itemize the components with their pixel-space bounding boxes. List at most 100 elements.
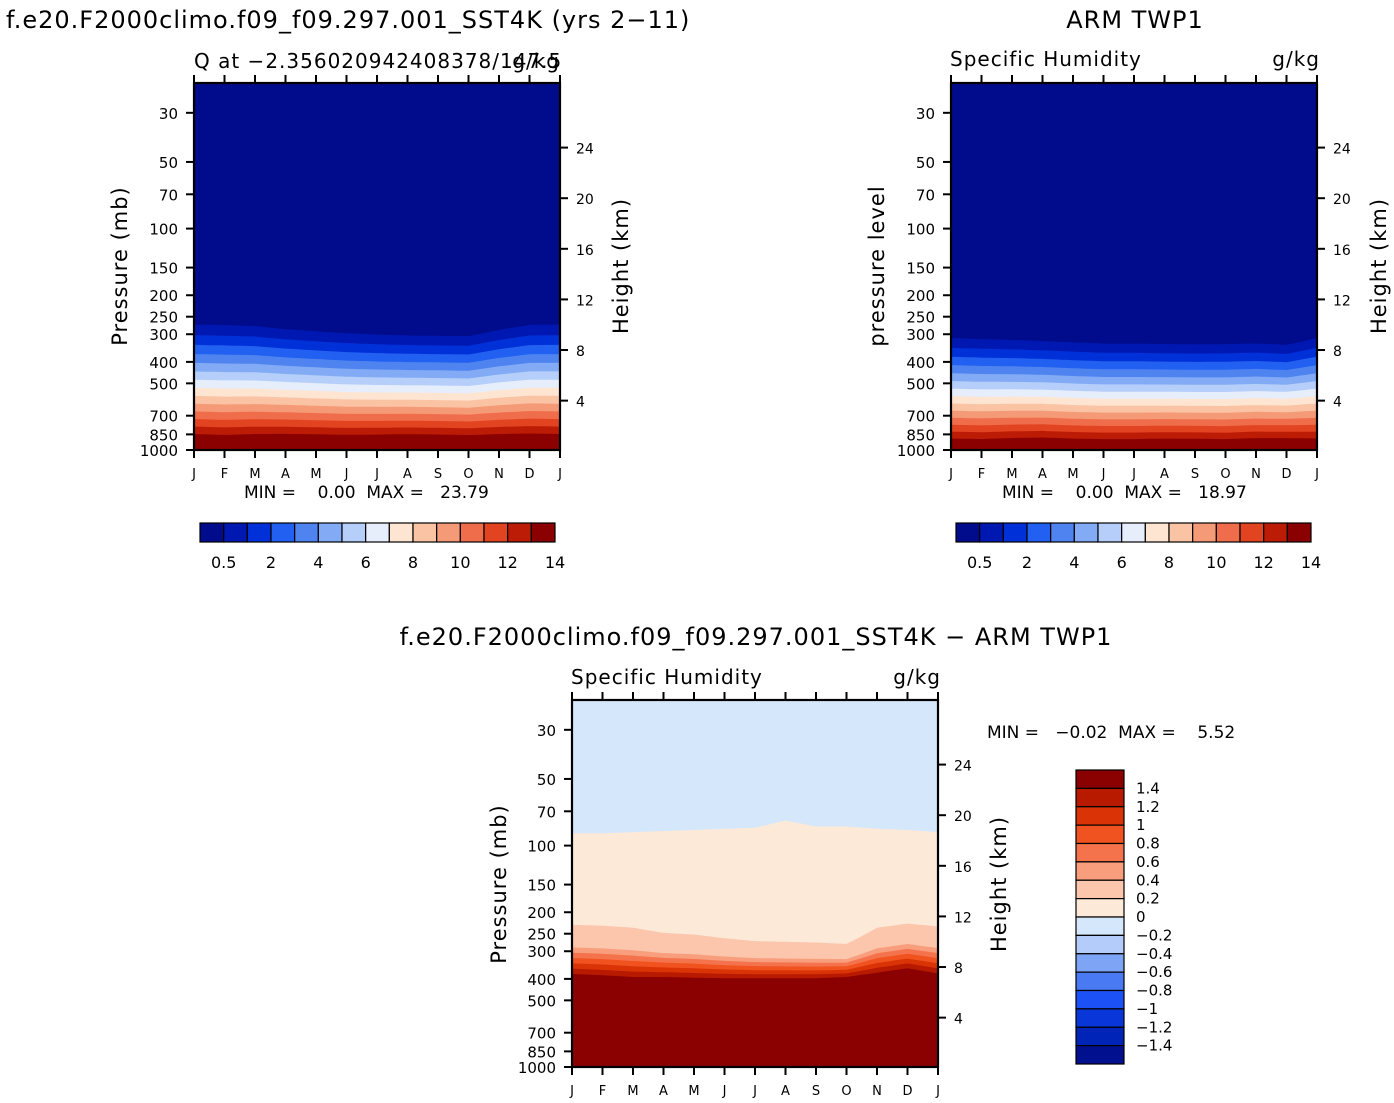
obs-ptick-label: 150	[906, 260, 935, 278]
panel-diff: f.e20.F2000climo.f09_f09.297.001_SST4K −…	[400, 623, 1236, 1099]
diff-colorbar-label: −0.2	[1136, 926, 1172, 944]
diff-colorbar-label: −0.8	[1136, 982, 1172, 1000]
model-ptick-label: 400	[149, 354, 178, 372]
diff-htick-label: 20	[954, 809, 972, 825]
obs-ptick-label: 30	[916, 105, 935, 123]
model-xtick-label: M	[310, 467, 321, 482]
diff-ptick-label: 250	[527, 926, 556, 944]
diff-colorbar-box	[1075, 916, 1125, 936]
model-colorbar-box	[530, 522, 556, 543]
obs-xtick-label: F	[978, 467, 985, 482]
obs-right-axis-label: Height (km)	[1367, 198, 1391, 334]
model-ptick-label: 100	[149, 221, 178, 239]
obs-colorbar-box	[1002, 522, 1028, 543]
obs-minmax: MIN = 0.00 MAX = 18.97	[1002, 483, 1247, 503]
obs-subtitle-left: Specific Humidity	[950, 47, 1142, 71]
model-ptick-label: 30	[159, 105, 178, 123]
model-xtick-label: J	[191, 467, 196, 482]
obs-ptick-label: 200	[906, 287, 935, 305]
obs-ptick-label: 700	[906, 408, 935, 426]
model-colorbar-box	[270, 522, 296, 543]
obs-xtick-label: O	[1220, 467, 1230, 482]
model-left-axis-label: Pressure (mb)	[108, 186, 132, 346]
diff-ptick-label: 1000	[518, 1059, 556, 1077]
obs-colorbar-box	[1286, 522, 1312, 543]
model-subtitle-left: Q at −2.356020942408378/147.5	[194, 49, 562, 73]
model-right-axis-label: Height (km)	[609, 198, 633, 334]
obs-xtick-label: J	[1101, 467, 1106, 482]
obs-colorbar-box	[1097, 522, 1123, 543]
obs-colorbar-box	[1050, 522, 1075, 543]
model-xtick-label: O	[463, 467, 473, 482]
diff-minmax: MIN = −0.02 MAX = 5.52	[987, 723, 1235, 743]
obs-ptick-label: 850	[906, 426, 935, 444]
diff-colorbar-label: 1.4	[1136, 779, 1160, 797]
diff-colorbar-box	[1075, 1008, 1125, 1028]
diff-left-axis-label: Pressure (mb)	[487, 804, 511, 964]
model-colorbar-label: 0.5	[211, 553, 236, 572]
obs-xtick-label: D	[1281, 467, 1291, 482]
diff-ptick-label: 150	[527, 877, 556, 895]
diff-ptick-label: 200	[527, 904, 556, 922]
diff-xtick-label: J	[752, 1084, 757, 1099]
obs-run-title: ARM TWP1	[1066, 6, 1204, 34]
diff-colorbar: 1.41.210.80.60.40.20−0.2−0.4−0.6−0.8−1−1…	[1075, 769, 1172, 1065]
obs-colorbar-box	[1215, 522, 1241, 543]
diff-colorbar-label: 0	[1136, 908, 1146, 926]
obs-colorbar-box	[1168, 522, 1194, 543]
model-htick-label: 20	[576, 192, 594, 208]
diff-colorbar-box	[1075, 989, 1125, 1010]
obs-xtick-label: N	[1251, 467, 1261, 482]
diff-htick-label: 16	[954, 860, 972, 876]
diff-colorbar-label: −1	[1136, 1000, 1158, 1018]
obs-htick-label: 16	[1333, 243, 1351, 259]
diff-colorbar-box	[1075, 842, 1125, 863]
model-colorbar-label: 10	[450, 553, 470, 572]
obs-colorbar-label: 14	[1301, 553, 1321, 572]
model-colorbar-label: 14	[545, 553, 565, 572]
model-colorbar-label: 4	[313, 553, 323, 572]
obs-ptick-label: 100	[906, 221, 935, 239]
model-plot-area	[194, 83, 560, 450]
model-colorbar-box	[199, 522, 225, 543]
obs-subtitle-right: g/kg	[1272, 47, 1320, 71]
model-colorbar-box	[223, 522, 248, 543]
obs-colorbar-label: 4	[1069, 553, 1079, 572]
diff-ptick-label: 850	[527, 1043, 556, 1061]
obs-colorbar-label: 8	[1164, 553, 1174, 572]
diff-ptick-label: 400	[527, 971, 556, 989]
diff-xtick-label: F	[599, 1084, 606, 1099]
model-xtick-label: N	[494, 467, 504, 482]
diff-colorbar-label: 0.4	[1136, 871, 1160, 889]
obs-colorbar-box	[955, 522, 981, 543]
model-ptick-label: 300	[149, 326, 178, 344]
diff-xtick-label: S	[812, 1084, 820, 1099]
model-htick-label: 12	[576, 293, 594, 309]
model-ptick-label: 250	[149, 309, 178, 327]
model-colorbar-box	[507, 522, 532, 543]
obs-colorbar-box	[1121, 522, 1146, 543]
obs-colorbar: 0.5 2 4 6 8 10 12 14	[955, 522, 1321, 572]
obs-plot-area	[951, 83, 1317, 450]
panel-model: f.e20.F2000climo.f09_f09.297.001_SST4K (…	[6, 6, 689, 572]
model-ptick-label: 70	[159, 186, 178, 204]
model-colorbar-box	[365, 522, 390, 543]
diff-colorbar-box	[1075, 787, 1125, 808]
model-xtick-label: M	[249, 467, 260, 482]
model-xtick-label: D	[524, 467, 534, 482]
diff-subtitle-right: g/kg	[893, 665, 941, 689]
diff-colorbar-label: 0.2	[1136, 890, 1160, 908]
obs-colorbar-box	[1192, 522, 1217, 543]
model-colorbar-label: 6	[361, 553, 371, 572]
obs-ptick-label: 250	[906, 309, 935, 327]
diff-ptick-label: 30	[537, 722, 556, 740]
model-colorbar-box	[317, 522, 343, 543]
model-colorbar: 0.5 2 4 6 8 10 12 14	[199, 522, 565, 572]
diff-colorbar-box	[1075, 879, 1125, 900]
diff-htick-label: 24	[954, 759, 972, 775]
obs-colorbar-label: 12	[1253, 553, 1273, 572]
diff-colorbar-label: 0.8	[1136, 835, 1160, 853]
diff-colorbar-box	[1075, 971, 1125, 992]
obs-band-14	[951, 437, 1317, 450]
